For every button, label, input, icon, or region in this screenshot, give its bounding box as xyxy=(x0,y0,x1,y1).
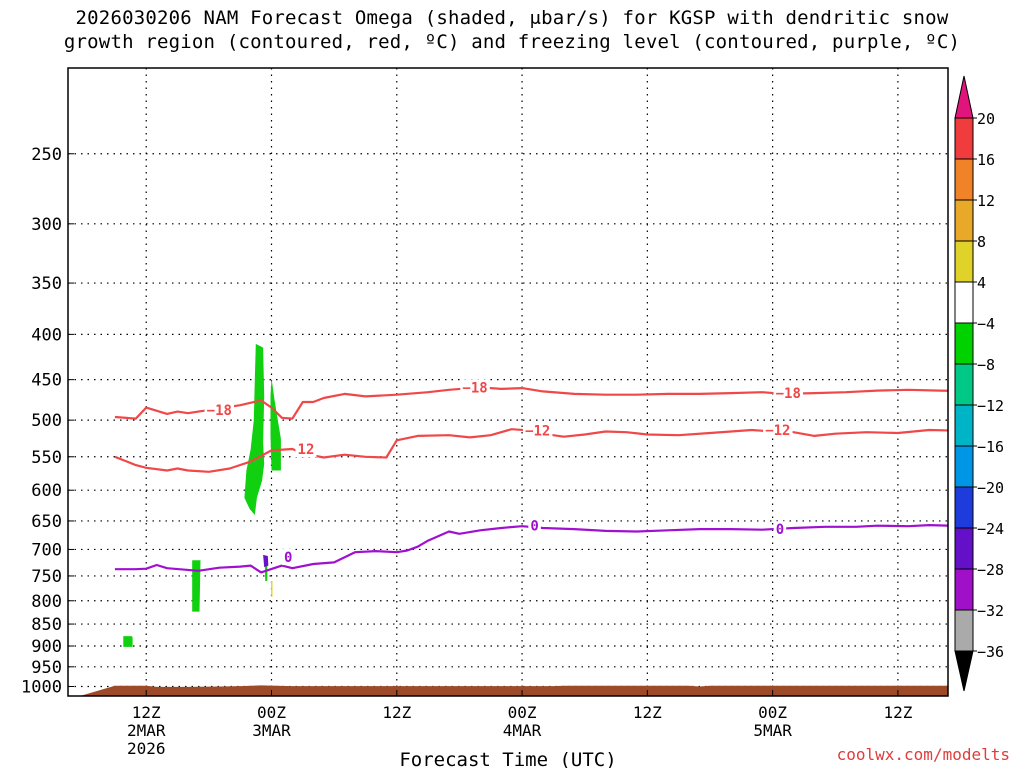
colorbar-label: −8 xyxy=(977,356,995,374)
contour-label-bg xyxy=(460,379,490,396)
colorbar-swatch xyxy=(954,609,974,652)
chart-title-line-2: growth region (contoured, red, ºC) and f… xyxy=(63,31,961,53)
contour-label-bg xyxy=(763,421,793,438)
x-tick-label: 2MAR xyxy=(127,721,166,740)
colorbar-swatch xyxy=(954,240,974,283)
colorbar-label: −28 xyxy=(977,561,1004,579)
colorbar-swatch xyxy=(954,281,974,324)
colorbar-top-arrow xyxy=(954,75,974,119)
colorbar-swatch xyxy=(954,199,974,242)
contour-label-bg xyxy=(773,385,804,402)
contour-label: −12 xyxy=(525,424,550,440)
dgz-contour-minus18 xyxy=(114,386,948,420)
contour-label-bg xyxy=(773,521,787,538)
ground-surface xyxy=(79,685,948,696)
omega-region-6 xyxy=(271,581,273,597)
y-tick-label: 800 xyxy=(31,592,62,612)
y-tick-label: 700 xyxy=(31,540,62,560)
data-layer xyxy=(79,343,948,696)
x-tick-label: 5MAR xyxy=(753,721,792,740)
x-tick-label: 3MAR xyxy=(252,721,291,740)
x-tick-label: 00Z xyxy=(257,703,286,722)
colorbar-label: −20 xyxy=(977,479,1004,497)
plot-frame xyxy=(67,67,949,697)
colorbar-label: −16 xyxy=(977,438,1004,456)
colorbar-label: −24 xyxy=(977,520,1004,538)
omega-colorbar: 20 16 12 8 4 −4 −8 −12 −16 −20 −24 −28 −32 −36 xyxy=(954,75,1004,692)
colorbar-swatch xyxy=(954,322,974,365)
contour-label: −12 xyxy=(765,423,790,439)
grid-lines xyxy=(68,68,948,696)
colorbar-label: 8 xyxy=(977,233,986,251)
y-axis: 2503003504004505005506006507007508008509… xyxy=(21,145,74,698)
colorbar-label: −12 xyxy=(977,397,1004,415)
colorbar-bottom-arrow xyxy=(954,650,974,692)
colorbar-label: −4 xyxy=(977,315,995,333)
contour-label-bg xyxy=(204,402,235,419)
y-tick-label: 550 xyxy=(31,448,62,468)
dgz-contour-minus12 xyxy=(114,428,948,473)
colorbar-swatch xyxy=(954,117,974,160)
contour-label-bg xyxy=(281,549,295,566)
x-tick-label: 00Z xyxy=(508,703,537,722)
chart-title: 2026030206 NAM Forecast Omega (shaded, μ… xyxy=(0,6,1024,54)
colorbar-swatch xyxy=(954,486,974,529)
colorbar-label: 16 xyxy=(977,151,995,169)
y-tick-label: 950 xyxy=(31,658,62,678)
y-tick-label: 450 xyxy=(31,371,62,391)
x-axis-title: Forecast Time (UTC) xyxy=(399,749,616,768)
contour-label: −18 xyxy=(776,386,801,402)
colorbar-label: −32 xyxy=(977,602,1004,620)
y-tick-label: 500 xyxy=(31,411,62,431)
colorbar-swatch xyxy=(954,568,974,611)
x-tick-label: 12Z xyxy=(382,703,411,722)
contour-label: 0 xyxy=(776,522,784,538)
source-credit: coolwx.com/modelts xyxy=(836,745,1010,764)
y-tick-label: 1000 xyxy=(21,678,62,698)
colorbar-swatch xyxy=(954,158,974,201)
y-tick-label: 900 xyxy=(31,637,62,657)
y-tick-label: 850 xyxy=(31,615,62,635)
colorbar-label: 20 xyxy=(977,110,995,128)
x-tick-label: 12Z xyxy=(633,703,662,722)
x-tick-label: 12Z xyxy=(883,703,912,722)
contour-label-bg xyxy=(295,440,317,457)
x-tick-label: 2026 xyxy=(127,739,166,758)
y-tick-label: 300 xyxy=(31,215,62,235)
colorbar-swatch xyxy=(954,445,974,488)
contour-label-bg xyxy=(522,422,553,439)
contour-label: −18 xyxy=(207,403,232,419)
contour-label: 12 xyxy=(298,442,315,458)
contour-labels: −18 −18 −18 12 −12 −12 0 0 0 xyxy=(204,379,804,566)
colorbar-label: −36 xyxy=(977,643,1004,661)
colorbar-swatch xyxy=(954,404,974,447)
x-tick-label: 12Z xyxy=(132,703,161,722)
x-tick-label: 4MAR xyxy=(503,721,542,740)
contour-label: 0 xyxy=(530,519,538,535)
colorbar-swatch xyxy=(954,527,974,570)
y-tick-label: 250 xyxy=(31,145,62,165)
chart-title-line-1: 2026030206 NAM Forecast Omega (shaded, μ… xyxy=(75,7,949,29)
colorbar-label: 4 xyxy=(977,274,986,292)
y-tick-label: 400 xyxy=(31,325,62,345)
omega-region-7 xyxy=(263,554,269,568)
y-tick-label: 600 xyxy=(31,481,62,501)
contour-label: −18 xyxy=(462,380,487,396)
x-tick-label: 00Z xyxy=(758,703,787,722)
y-tick-label: 650 xyxy=(31,512,62,532)
y-tick-label: 750 xyxy=(31,567,62,587)
colorbar-swatch xyxy=(954,363,974,406)
omega-region-2 xyxy=(192,560,201,612)
omega-region-1 xyxy=(123,636,133,647)
colorbar-label: 12 xyxy=(977,192,995,210)
contour-label-bg xyxy=(528,517,541,534)
y-tick-label: 350 xyxy=(31,274,62,294)
freezing-level-contour xyxy=(114,524,948,574)
contour-label: 0 xyxy=(284,550,292,566)
omega-region-3 xyxy=(244,343,265,515)
omega-region-4 xyxy=(270,377,281,471)
